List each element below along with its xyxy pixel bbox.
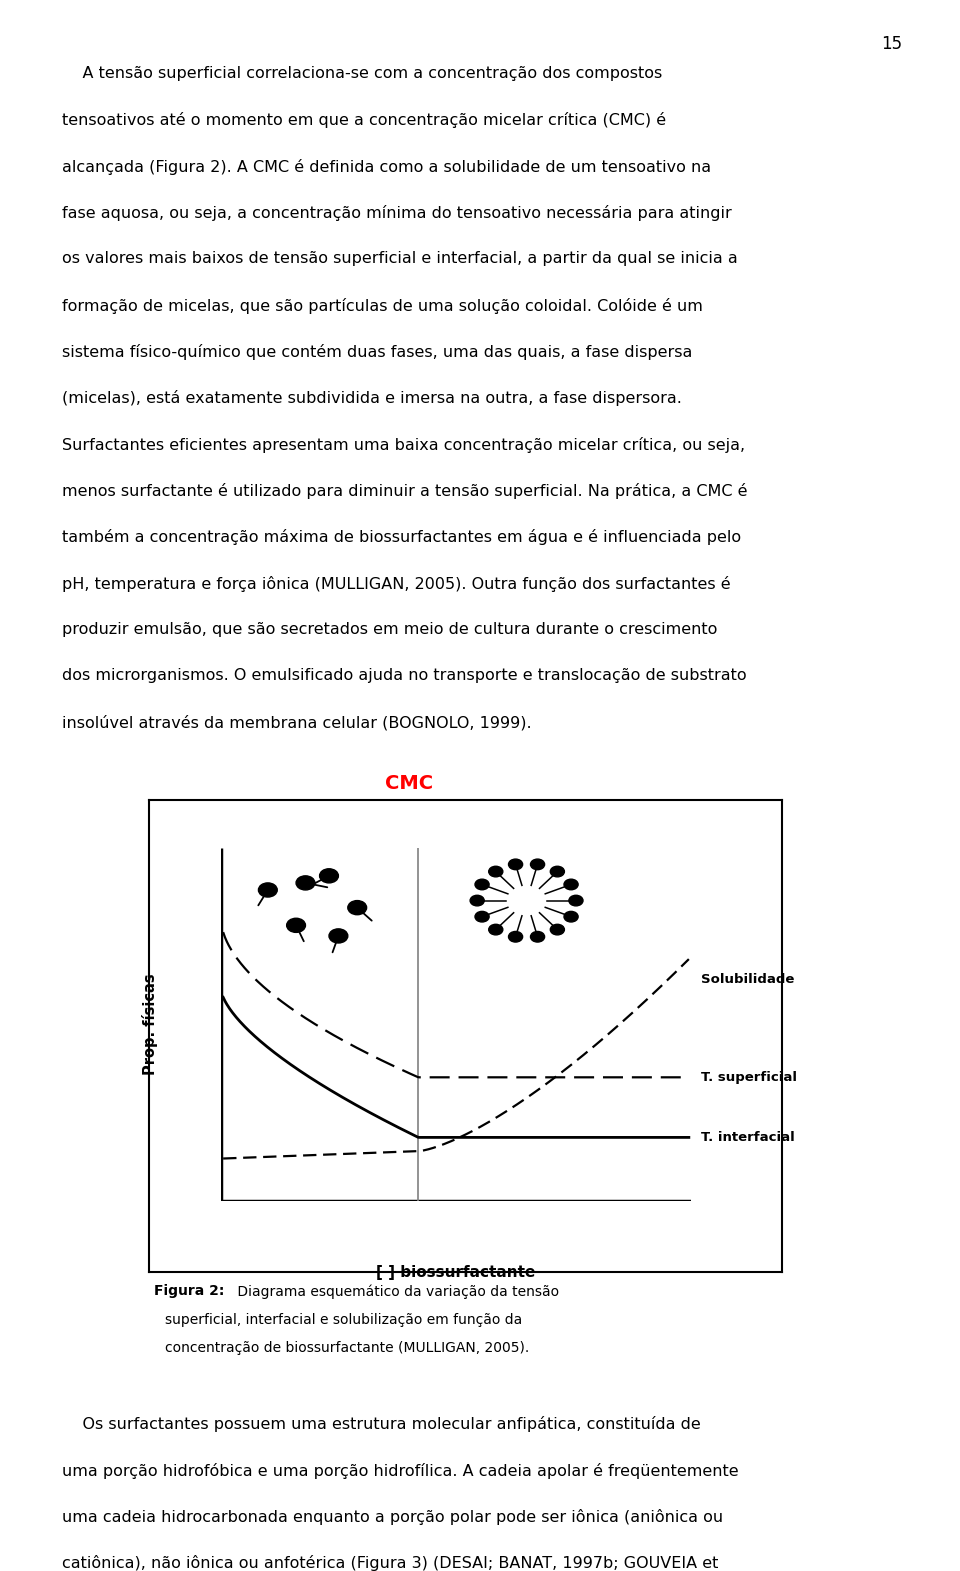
Text: catiônica), não iônica ou anfotérica (Figura 3) (DESAI; BANAT, 1997b; GOUVEIA et: catiônica), não iônica ou anfotérica (Fi… — [62, 1555, 719, 1571]
Text: Solubilidade: Solubilidade — [701, 974, 794, 987]
Circle shape — [475, 911, 489, 922]
Text: menos surfactante é utilizado para diminuir a tensão superficial. Na prática, a : menos surfactante é utilizado para dimin… — [62, 484, 748, 500]
Text: T. superficial: T. superficial — [701, 1071, 797, 1084]
Circle shape — [550, 866, 564, 877]
Circle shape — [489, 866, 503, 877]
Text: Os surfactantes possuem uma estrutura molecular anfipática, constituída de: Os surfactantes possuem uma estrutura mo… — [62, 1417, 701, 1433]
Text: fase aquosa, ou seja, a concentração mínima do tensoativo necessária para atingi: fase aquosa, ou seja, a concentração mín… — [62, 206, 732, 222]
Circle shape — [564, 880, 578, 889]
Circle shape — [531, 932, 544, 943]
Text: alcançada (Figura 2). A CMC é definida como a solubilidade de um tensoativo na: alcançada (Figura 2). A CMC é definida c… — [62, 159, 711, 174]
Text: superficial, interfacial e solubilização em função da: superficial, interfacial e solubilização… — [165, 1313, 522, 1326]
Circle shape — [258, 883, 277, 897]
Text: os valores mais baixos de tensão superficial e interfacial, a partir da qual se : os valores mais baixos de tensão superfi… — [62, 251, 738, 267]
Text: tensoativos até o momento em que a concentração micelar crítica (CMC) é: tensoativos até o momento em que a conce… — [62, 113, 666, 129]
Text: insolúvel através da membrana celular (BOGNOLO, 1999).: insolúvel através da membrana celular (B… — [62, 715, 532, 731]
Circle shape — [329, 928, 348, 943]
Circle shape — [348, 900, 367, 914]
Text: também a concentração máxima de biossurfactantes em água e é influenciada pelo: também a concentração máxima de biossurf… — [62, 529, 741, 545]
Circle shape — [569, 895, 583, 906]
Circle shape — [489, 924, 503, 935]
Text: Surfactantes eficientes apresentam uma baixa concentração micelar crítica, ou se: Surfactantes eficientes apresentam uma b… — [62, 437, 746, 452]
Text: formação de micelas, que são partículas de uma solução coloidal. Colóide é um: formação de micelas, que são partículas … — [62, 298, 704, 314]
Text: uma porção hidrofóbica e uma porção hidrofílica. A cadeia apolar é freqüentement: uma porção hidrofóbica e uma porção hidr… — [62, 1463, 739, 1478]
Text: 15: 15 — [881, 35, 902, 52]
Circle shape — [550, 924, 564, 935]
Text: pH, temperatura e força iônica (MULLIGAN, 2005). Outra função dos surfactantes é: pH, temperatura e força iônica (MULLIGAN… — [62, 577, 731, 592]
Circle shape — [475, 880, 489, 889]
Text: sistema físico-químico que contém duas fases, uma das quais, a fase dispersa: sistema físico-químico que contém duas f… — [62, 344, 693, 360]
Text: T. interfacial: T. interfacial — [701, 1131, 794, 1144]
Text: CMC: CMC — [385, 773, 433, 793]
Text: Prop. físicas: Prop. físicas — [142, 974, 158, 1075]
Text: [ ] biossurfactante: [ ] biossurfactante — [376, 1265, 536, 1280]
Circle shape — [287, 919, 305, 933]
Circle shape — [509, 932, 522, 943]
Circle shape — [509, 859, 522, 870]
Text: Diagrama esquemático da variação da tensão: Diagrama esquemático da variação da tens… — [233, 1285, 560, 1299]
Circle shape — [320, 869, 338, 883]
Text: A tensão superficial correlaciona-se com a concentração dos compostos: A tensão superficial correlaciona-se com… — [62, 66, 662, 82]
Circle shape — [470, 895, 484, 906]
Text: Figura 2:: Figura 2: — [154, 1285, 224, 1298]
Text: dos microrganismos. O emulsificado ajuda no transporte e translocação de substra: dos microrganismos. O emulsificado ajuda… — [62, 669, 747, 683]
Text: (micelas), está exatamente subdividida e imersa na outra, a fase dispersora.: (micelas), está exatamente subdividida e… — [62, 391, 683, 407]
Circle shape — [564, 911, 578, 922]
Text: uma cadeia hidrocarbonada enquanto a porção polar pode ser iônica (aniônica ou: uma cadeia hidrocarbonada enquanto a por… — [62, 1508, 724, 1525]
Text: concentração de biossurfactante (MULLIGAN, 2005).: concentração de biossurfactante (MULLIGA… — [165, 1342, 529, 1354]
Circle shape — [296, 877, 315, 891]
Text: produzir emulsão, que são secretados em meio de cultura durante o crescimento: produzir emulsão, que são secretados em … — [62, 622, 718, 638]
Circle shape — [531, 859, 544, 870]
